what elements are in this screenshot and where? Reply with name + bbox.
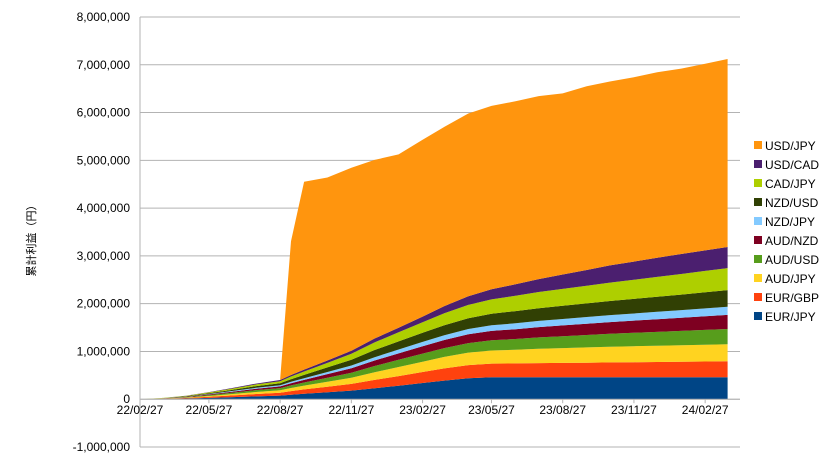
y-tick-labels: 8,000,000 7,000,000 6,000,000 5,000,000 4,00… bbox=[73, 10, 131, 454]
legend-swatch bbox=[754, 217, 762, 225]
legend-swatch bbox=[754, 198, 762, 206]
y-tick-label: 3,000,000 bbox=[77, 249, 131, 263]
legend-swatch bbox=[754, 141, 762, 149]
x-tick-label: 23/05/27 bbox=[468, 403, 515, 417]
legend-label: AUD/JPY bbox=[765, 272, 816, 286]
area-usd-jpy bbox=[140, 59, 728, 400]
x-tick-label: 22/08/27 bbox=[257, 403, 304, 417]
legend-swatch bbox=[754, 274, 762, 282]
legend-swatch bbox=[754, 179, 762, 187]
area-cad-jpy bbox=[140, 268, 728, 400]
x-tick-labels: 22/02/27 22/05/27 22/08/27 22/11/27 23/02/27… bbox=[117, 399, 729, 417]
legend: USD/JPY USD/CAD CAD/JPY NZD/USD NZD/JPY AUD/N… bbox=[754, 139, 819, 324]
y-tick-label: 0 bbox=[123, 392, 130, 406]
stacked-areas bbox=[140, 59, 728, 400]
x-tick-label: 22/11/27 bbox=[328, 403, 374, 417]
y-tick-label: 8,000,000 bbox=[77, 10, 131, 24]
x-tick-label: 24/02/27 bbox=[682, 403, 729, 417]
legend-swatch bbox=[754, 293, 762, 301]
legend-label: AUD/USD bbox=[765, 253, 819, 267]
area-eur-jpy bbox=[140, 377, 728, 400]
area-aud-nzd bbox=[140, 314, 728, 400]
legend-label: NZD/JPY bbox=[765, 215, 815, 229]
axes bbox=[139, 17, 740, 447]
legend-swatch bbox=[754, 236, 762, 244]
y-axis-label: 累計利益（円） bbox=[24, 200, 38, 277]
x-tick-label: 23/02/27 bbox=[399, 403, 446, 417]
y-tick-label: 5,000,000 bbox=[77, 153, 131, 167]
area-usd-cad bbox=[140, 247, 728, 400]
x-tick-label: 22/02/27 bbox=[117, 403, 164, 417]
x-tick-label: 23/08/27 bbox=[539, 403, 586, 417]
legend-label: AUD/NZD bbox=[765, 234, 819, 248]
legend-swatch bbox=[754, 312, 762, 320]
x-tick-label: 23/11/27 bbox=[611, 403, 657, 417]
y-tick-label: 4,000,000 bbox=[77, 201, 131, 215]
legend-label: USD/JPY bbox=[765, 139, 816, 153]
y-tick-label: 7,000,000 bbox=[77, 58, 131, 72]
legend-label: EUR/JPY bbox=[765, 310, 816, 324]
legend-label: CAD/JPY bbox=[765, 177, 816, 191]
y-tick-label: 1,000,000 bbox=[77, 344, 131, 358]
y-tick-label: 6,000,000 bbox=[77, 106, 131, 120]
area-aud-jpy bbox=[140, 344, 728, 400]
area-aud-usd bbox=[140, 329, 728, 400]
area-nzd-usd bbox=[140, 290, 728, 400]
area-nzd-jpy bbox=[140, 306, 728, 400]
y-axis-label-main: 累計利益（円） bbox=[24, 200, 38, 277]
legend-swatch bbox=[754, 160, 762, 168]
y-tick-label: -1,000,000 bbox=[73, 440, 131, 454]
x-tick-label: 22/05/27 bbox=[186, 403, 233, 417]
legend-swatch bbox=[754, 255, 762, 263]
legend-label: EUR/GBP bbox=[765, 291, 819, 305]
legend-label: NZD/USD bbox=[765, 196, 819, 210]
y-tick-label: 2,000,000 bbox=[77, 297, 131, 311]
legend-label: USD/CAD bbox=[765, 158, 819, 172]
area-eur-gbp bbox=[140, 361, 728, 400]
